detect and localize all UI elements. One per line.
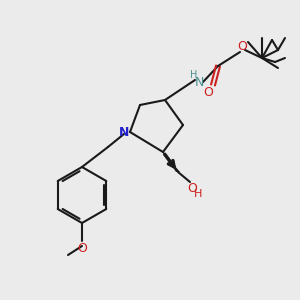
Text: H: H <box>190 70 198 80</box>
Text: N: N <box>194 76 204 89</box>
Text: O: O <box>237 40 247 53</box>
Text: H: H <box>194 189 202 199</box>
Text: N: N <box>119 125 129 139</box>
Text: O: O <box>203 85 213 98</box>
Polygon shape <box>162 151 180 172</box>
Text: O: O <box>77 242 87 256</box>
Text: O: O <box>187 182 197 196</box>
